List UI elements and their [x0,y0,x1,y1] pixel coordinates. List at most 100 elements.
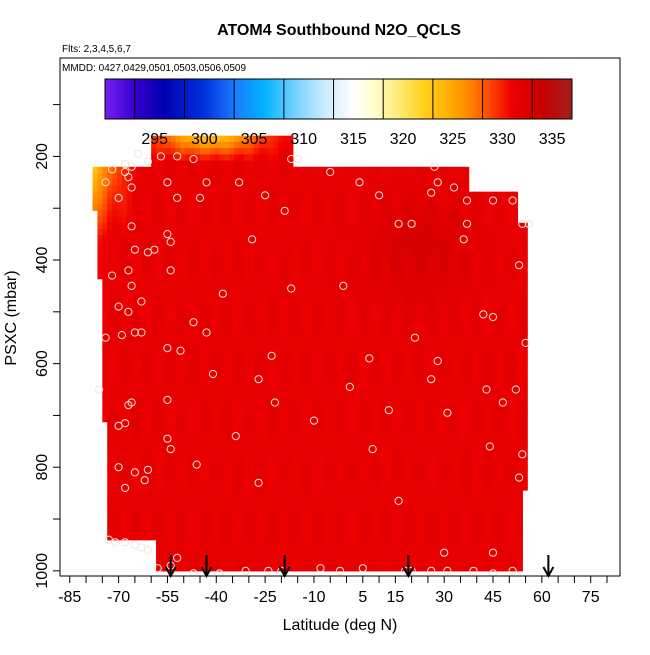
heatmap-cell [268,353,274,361]
heatmap-cell [414,322,421,329]
heatmap-cell [121,347,128,354]
heatmap-cell [439,216,445,224]
heatmap-cell [356,241,362,249]
heatmap-cell [346,260,352,267]
heatmap-cell [116,458,123,466]
heatmap-cell [434,415,440,423]
heatmap-cell [400,309,406,317]
heatmap-cell [112,353,118,361]
heatmap-cell [268,421,274,429]
heatmap-cell [326,228,333,236]
heatmap-cell [273,378,279,385]
heatmap-cell [209,247,216,255]
heatmap-cell [341,303,348,311]
heatmap-cell [307,204,313,211]
heatmap-cell [258,272,265,280]
heatmap-cell [268,210,274,218]
heatmap-cell [126,390,133,398]
heatmap-cell [243,384,250,392]
heatmap-cell [361,427,367,435]
heatmap-cell [146,508,152,516]
heatmap-cell [458,378,465,385]
heatmap-cell [268,452,274,460]
heatmap-cell [414,483,421,491]
heatmap-cell [370,390,377,398]
heatmap-cell [410,490,416,497]
heatmap-cell [209,166,216,174]
heatmap-cell [312,253,318,261]
heatmap-cell [190,353,196,361]
heatmap-cell [322,334,328,342]
heatmap-cell [219,197,226,205]
heatmap-cell [116,427,123,435]
heatmap-cell [121,384,128,392]
heatmap-cell [278,340,284,348]
heatmap-cell [112,328,118,336]
heatmap-cell [302,173,309,180]
heatmap-cell [126,434,133,441]
heatmap-cell [239,409,245,417]
heatmap-cell [116,309,123,317]
heatmap-cell [273,477,279,485]
heatmap-cell [131,508,138,516]
heatmap-cell [224,390,230,398]
heatmap-cell [463,371,470,379]
heatmap-cell [204,141,211,149]
heatmap-cell [287,415,294,423]
heatmap-cell [395,297,401,305]
heatmap-cell [375,328,382,336]
heatmap-cell [390,521,396,528]
heatmap-cell [146,465,152,472]
heatmap-cell [116,315,123,323]
heatmap-cell [346,384,352,392]
heatmap-cell [156,222,162,230]
heatmap-cell [410,260,416,267]
heatmap-cell [297,185,304,193]
heatmap-cell [253,197,260,205]
heatmap-cell [326,185,333,193]
heatmap-cell [195,508,201,516]
heatmap-cell [322,508,328,516]
heatmap-cell [204,309,211,317]
heatmap-cell [146,347,152,354]
heatmap-cell [239,384,245,392]
heatmap-cell [200,521,206,528]
heatmap-cell [444,539,450,547]
heatmap-cell [434,173,440,180]
heatmap-cell [366,347,372,354]
heatmap-cell [444,390,450,398]
heatmap-cell [146,216,152,224]
heatmap-cell [180,465,186,472]
heatmap-cell [156,558,162,566]
heatmap-cell [424,291,431,298]
heatmap-cell [160,390,167,398]
heatmap-cell [273,297,279,305]
heatmap-cell [283,210,289,218]
heatmap-cell [151,328,157,336]
heatmap-cell [200,434,206,441]
heatmap-cell [209,266,216,274]
heatmap-cell [258,222,265,230]
heatmap-cell [414,440,421,448]
heatmap-cell [112,490,118,497]
heatmap-cell [102,179,108,187]
heatmap-cell [278,210,284,218]
heatmap-cell [283,539,289,547]
heatmap-cell [424,197,431,205]
heatmap-cell [302,539,309,547]
heatmap-cell [463,291,470,298]
heatmap-cell [229,179,235,187]
heatmap-cell [248,179,255,187]
heatmap-cell [361,508,367,516]
heatmap-cell [444,297,450,305]
heatmap-cell [439,260,445,267]
heatmap-cell [302,191,309,199]
heatmap-cell [253,371,260,379]
heatmap-cell [136,166,142,174]
heatmap-cell [214,353,221,361]
heatmap-cell [439,291,445,298]
heatmap-cell [258,173,265,180]
heatmap-cell [229,235,235,242]
heatmap-cell [195,365,201,373]
heatmap-cell [200,228,206,236]
